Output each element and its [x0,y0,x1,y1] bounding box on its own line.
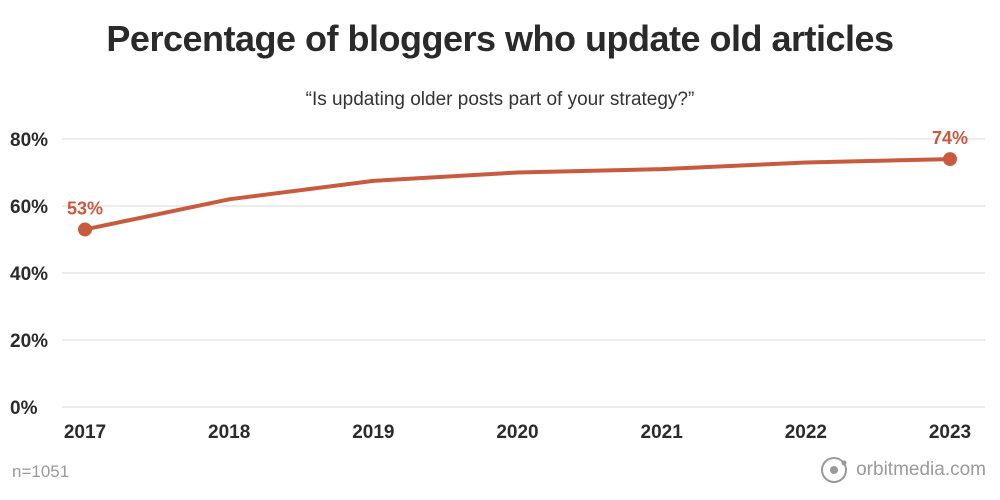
data-point [78,222,92,237]
y-tick-label: 40% [10,264,48,285]
x-tick-label: 2019 [352,422,394,443]
y-tick-label: 20% [10,331,48,352]
chart-title: Percentage of bloggers who update old ar… [106,18,894,59]
series-line [83,157,952,232]
chart-subtitle: “Is updating older posts part of your st… [305,89,695,110]
data-label: 53% [67,198,103,218]
y-tick-label: 60% [10,197,48,218]
orbit-logo-icon [821,457,848,483]
x-tick-label: 2022 [785,422,827,443]
sample-size-note: n=1051 [12,462,70,481]
x-tick-label: 2017 [64,422,106,443]
data-label: 74% [932,128,968,148]
brand-text: orbitmedia.com [856,459,986,480]
y-tick-label: 0% [10,398,38,419]
x-tick-label: 2023 [929,422,971,443]
data-point [943,152,957,167]
x-tick-label: 2018 [208,422,250,443]
x-tick-label: 2020 [496,422,538,443]
y-tick-label: 80% [10,130,48,151]
x-tick-label: 2021 [641,422,684,443]
brand-signature: orbitmedia.com [819,455,986,485]
